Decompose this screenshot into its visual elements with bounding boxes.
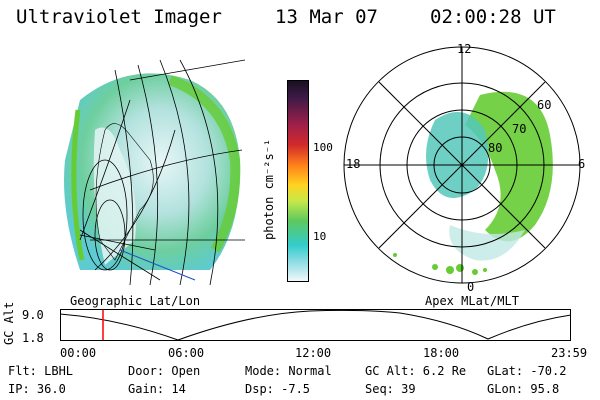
info-gain: Gain: 14: [128, 382, 186, 396]
altitude-xtick-1: 06:00: [168, 346, 205, 360]
app-title: Ultraviolet Imager: [16, 6, 222, 28]
altitude-xtick-2: 12:00: [295, 346, 332, 360]
colorbar-tick-10: 10: [313, 230, 327, 243]
altitude-xtick-0: 00:00: [60, 346, 97, 360]
altitude-plot: [60, 309, 572, 341]
info-mode: Mode: Normal: [245, 364, 332, 378]
lat-label-70: 70: [512, 122, 527, 136]
date-label: 13 Mar 07: [275, 6, 378, 28]
right-panel-label: Apex MLat/MLT: [425, 294, 519, 308]
info-gc-alt: GC Alt: 6.2 Re: [365, 364, 467, 378]
info-door: Door: Open: [128, 364, 201, 378]
mlt-label-0: 0: [467, 280, 475, 294]
altitude-xtick-3: 18:00: [423, 346, 460, 360]
altitude-ytick-min: 1.8: [22, 331, 44, 345]
mlt-label-12: 12: [457, 42, 472, 56]
altitude-xtick-4: 23:59: [551, 346, 588, 360]
altitude-ylabel: GC Alt: [2, 301, 16, 345]
colorbar: [287, 80, 309, 282]
polar-plot: [343, 46, 581, 284]
info-dsp: Dsp: -7.5: [245, 382, 311, 396]
colorbar-unit: photon cm⁻²s⁻¹: [262, 138, 276, 240]
left-panel-label: Geographic Lat/Lon: [70, 294, 201, 308]
info-glon: GLon: 95.8: [487, 382, 560, 396]
info-glat: GLat: -70.2: [487, 364, 567, 378]
mlt-label-6: 6: [578, 157, 586, 171]
info-filter: Flt: LBHL: [8, 364, 74, 378]
colorbar-tick-100: 100: [313, 141, 333, 154]
time-label: 02:00:28 UT: [430, 6, 556, 28]
lat-label-60: 60: [537, 98, 552, 112]
geographic-image: [64, 59, 246, 286]
info-seq: Seq: 39: [365, 382, 416, 396]
lat-label-80: 80: [488, 141, 503, 155]
info-ip: IP: 36.0: [8, 382, 66, 396]
altitude-ytick-max: 9.0: [22, 308, 44, 322]
mlt-label-18: 18: [346, 157, 361, 171]
